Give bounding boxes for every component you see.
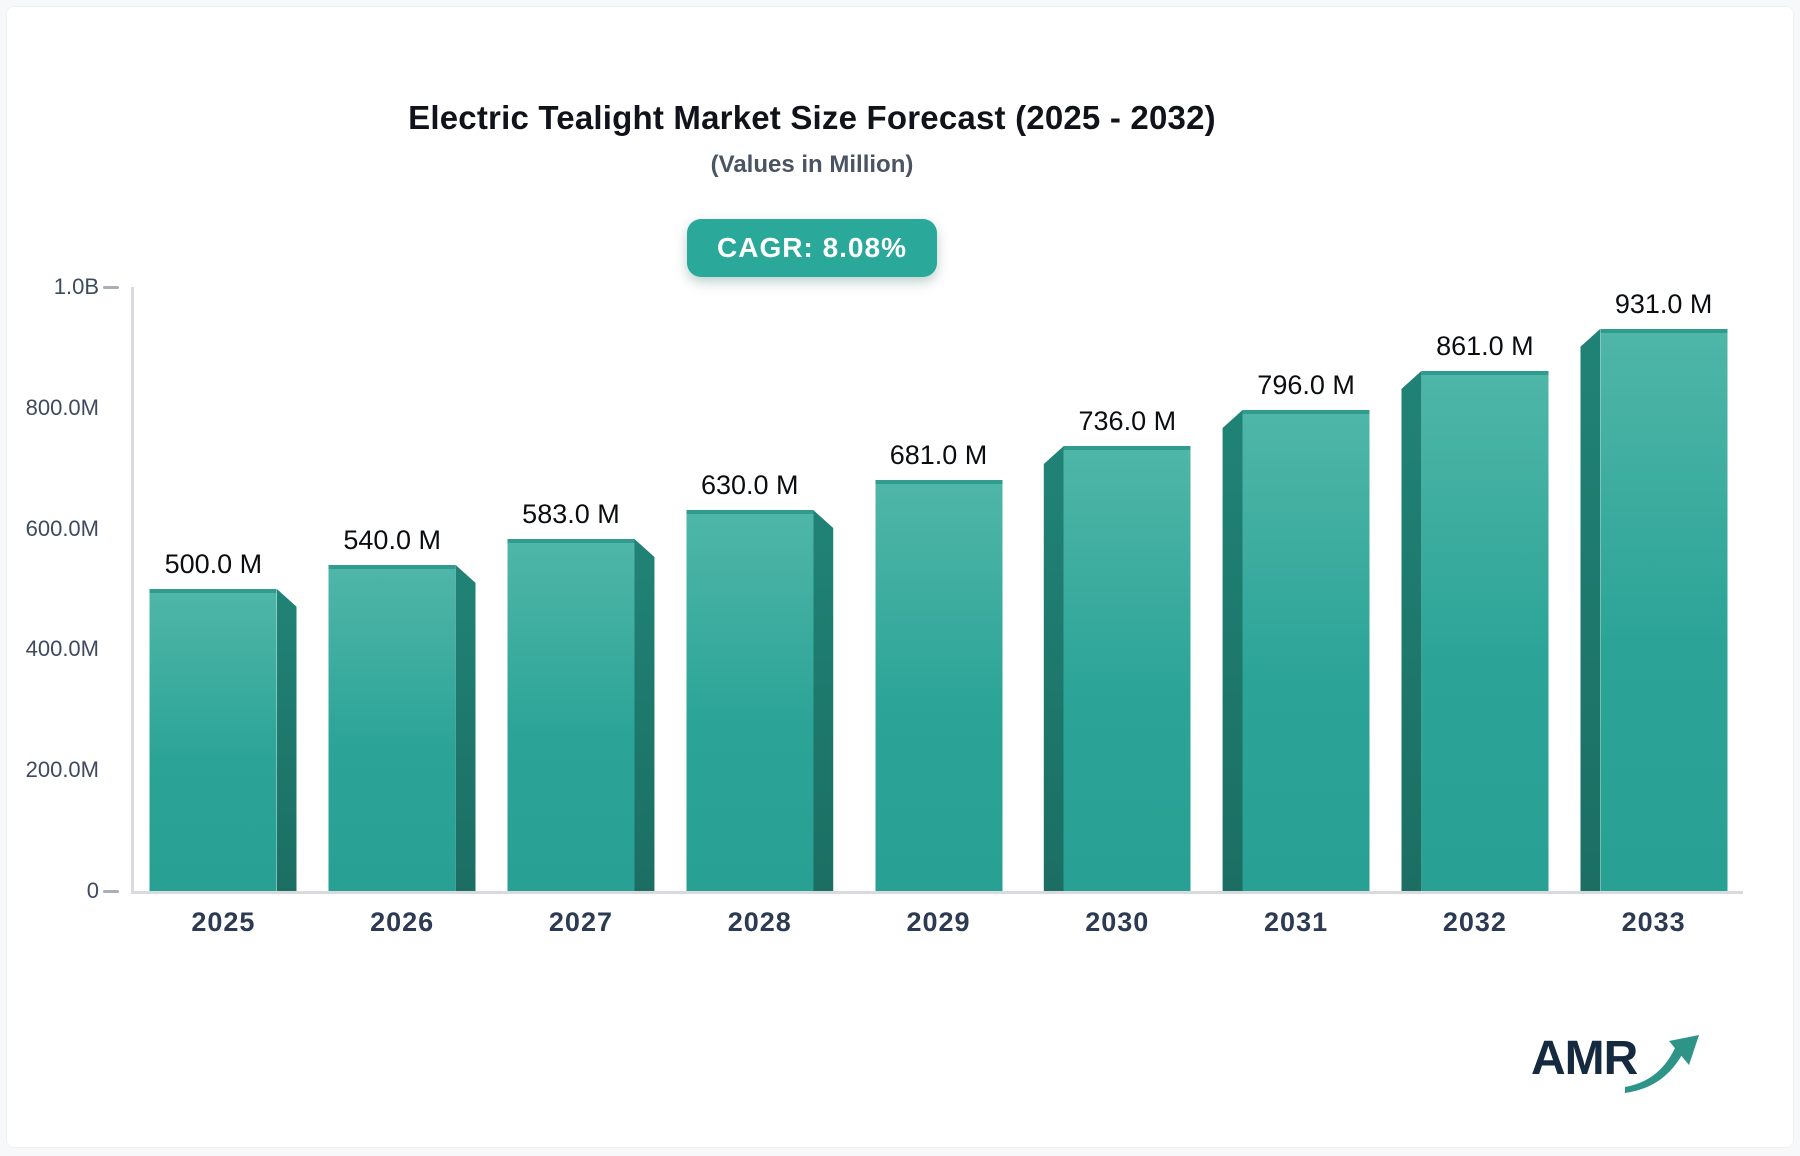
y-tick-dash bbox=[103, 286, 119, 289]
bar-side-shadow bbox=[1222, 410, 1243, 891]
bar-column: 540.0 M 2026 bbox=[313, 287, 492, 937]
bar: 931.0 M bbox=[1580, 289, 1728, 891]
x-axis-label: 2027 bbox=[548, 907, 613, 937]
bar: 500.0 M bbox=[149, 549, 297, 891]
x-axis-label: 2031 bbox=[1264, 907, 1329, 937]
bar-face bbox=[1600, 329, 1728, 891]
y-tick-dash bbox=[103, 890, 119, 893]
chart-card: Electric Tealight Market Size Forecast (… bbox=[6, 6, 1794, 1148]
bar: 796.0 M bbox=[1222, 370, 1370, 891]
x-axis-label: 2032 bbox=[1442, 907, 1507, 937]
bar-column: 736.0 M 2030 bbox=[1028, 287, 1207, 937]
x-axis-label: 2029 bbox=[906, 907, 971, 937]
chart-subtitle: (Values in Million) bbox=[710, 151, 914, 178]
page-title: Electric Tealight Market Size Forecast (… bbox=[408, 99, 1216, 136]
bar-column: 630.0 M 2028 bbox=[670, 287, 849, 937]
bar: 583.0 M bbox=[507, 499, 655, 891]
y-tick-label: 400.0M bbox=[25, 636, 99, 662]
x-axis-baseline bbox=[131, 891, 1743, 894]
bar-value-label: 681.0 M bbox=[889, 440, 988, 470]
bar-side-shadow bbox=[1580, 329, 1601, 891]
bar: 736.0 M bbox=[1043, 406, 1191, 891]
bar-column: 931.0 M 2033 bbox=[1564, 287, 1743, 937]
y-tick-label: 1.0B bbox=[53, 274, 99, 299]
bar-column: 583.0 M 2027 bbox=[492, 287, 671, 937]
y-tick-label: 0 bbox=[86, 878, 99, 903]
x-axis-label: 2028 bbox=[727, 907, 792, 937]
bar-side-shadow bbox=[455, 565, 476, 891]
bar-face bbox=[1242, 410, 1370, 891]
growth-arrow-icon bbox=[1625, 1035, 1700, 1093]
bar-value-label: 736.0 M bbox=[1078, 406, 1177, 436]
bar-value-label: 540.0 M bbox=[343, 525, 441, 555]
amr-logo: AMR bbox=[1531, 1031, 1703, 1099]
cagr-badge: CAGR: 8.08% bbox=[687, 219, 937, 277]
bar-value-label: 583.0 M bbox=[522, 499, 620, 529]
bar-value-label: 931.0 M bbox=[1614, 289, 1713, 319]
bar-column: 681.0 M 2029 bbox=[849, 287, 1028, 937]
bar-side-shadow bbox=[1401, 371, 1422, 891]
bar-face bbox=[149, 589, 277, 891]
bars-container: 500.0 M 2025 540.0 M 2026 583.0 M 2027 630.0 M… bbox=[134, 287, 1743, 937]
bar-face bbox=[328, 565, 456, 891]
bar-side-shadow bbox=[813, 510, 834, 891]
y-tick-label: 600.0M bbox=[25, 515, 99, 541]
x-axis-label: 2026 bbox=[370, 907, 435, 937]
plot-area: 1.0B 800.0M 600.0M 400.0M 200.0M 0 500.0 M 202… bbox=[26, 274, 1743, 937]
x-axis-label: 2025 bbox=[191, 907, 256, 937]
y-tick-label: 200.0M bbox=[25, 757, 99, 783]
y-axis-line bbox=[131, 287, 134, 893]
bar-side-shadow bbox=[276, 589, 297, 891]
bar-value-label: 861.0 M bbox=[1436, 331, 1534, 361]
bar-face bbox=[1421, 371, 1549, 891]
bar-value-label: 500.0 M bbox=[164, 549, 263, 579]
bar: 861.0 M bbox=[1401, 331, 1549, 891]
bar: 681.0 M bbox=[875, 440, 1003, 891]
bar-face bbox=[686, 510, 814, 891]
bar-face bbox=[1063, 446, 1191, 891]
bar-column: 500.0 M 2025 bbox=[134, 287, 313, 937]
bar-value-label: 796.0 M bbox=[1257, 370, 1355, 400]
bar-value-label: 630.0 M bbox=[700, 470, 799, 500]
y-tick-label: 800.0M bbox=[25, 394, 99, 420]
bar-side-shadow bbox=[1043, 446, 1064, 891]
bar: 540.0 M bbox=[328, 525, 476, 891]
chart-header: Electric Tealight Market Size Forecast (… bbox=[7, 7, 1617, 277]
bar-side-shadow bbox=[634, 539, 655, 891]
bar-face bbox=[875, 480, 1003, 891]
bar-face bbox=[507, 539, 635, 891]
bar: 630.0 M bbox=[686, 470, 834, 891]
x-axis-label: 2033 bbox=[1621, 907, 1686, 937]
bar-column: 796.0 M 2031 bbox=[1207, 287, 1386, 937]
amr-logo-text: AMR bbox=[1531, 1032, 1638, 1085]
bar-column: 861.0 M 2032 bbox=[1385, 287, 1564, 937]
x-axis-label: 2030 bbox=[1085, 907, 1150, 937]
